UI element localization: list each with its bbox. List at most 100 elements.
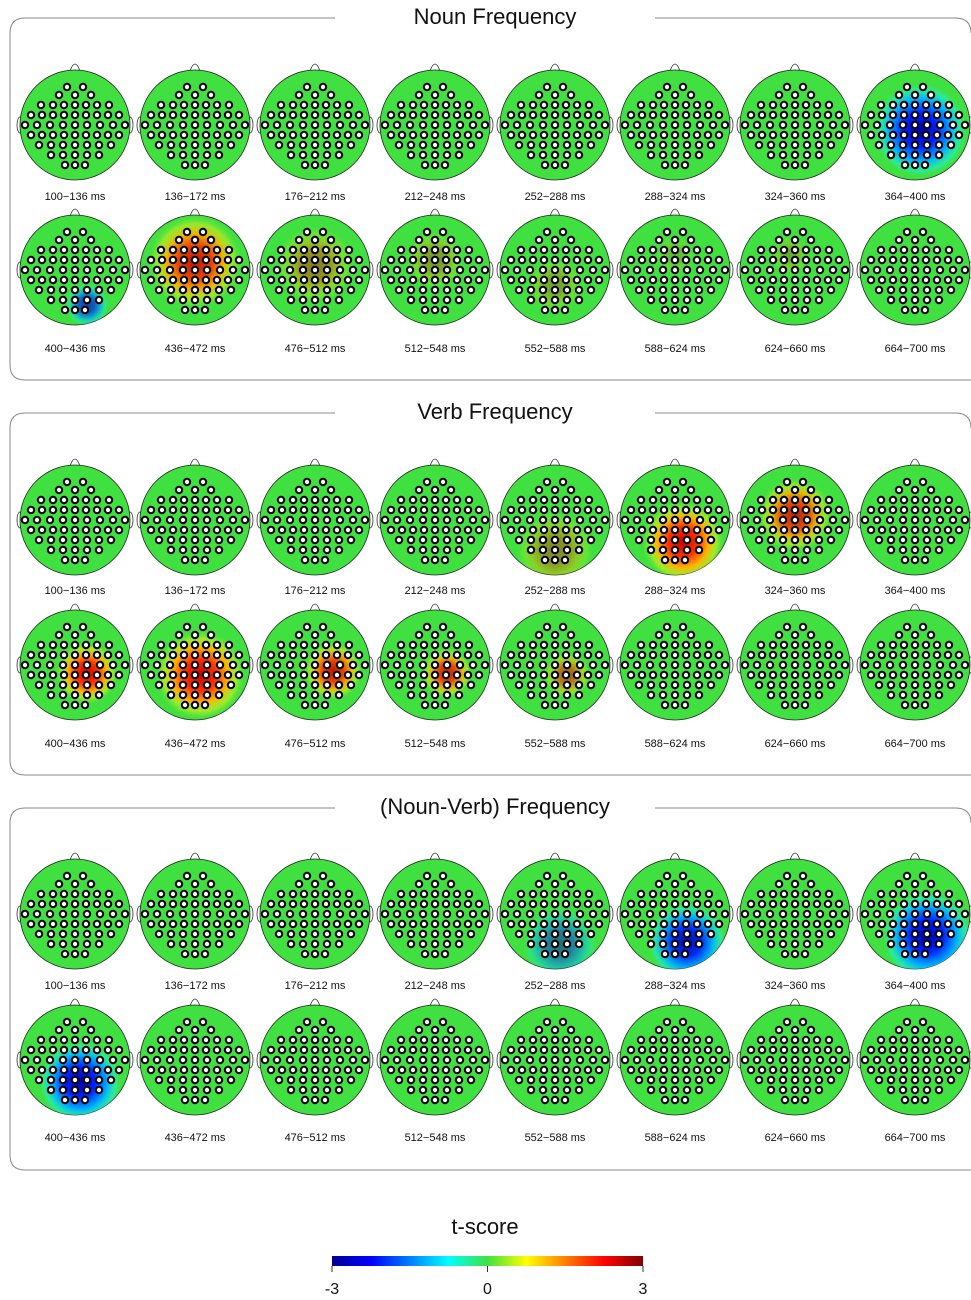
electrode <box>562 150 572 160</box>
electrode <box>594 255 604 265</box>
electrode <box>420 305 430 315</box>
electrode <box>26 255 36 265</box>
electrode <box>768 670 778 680</box>
electrode <box>310 690 320 700</box>
electrode <box>326 1025 336 1035</box>
electrode <box>48 525 58 535</box>
nose <box>909 998 921 1007</box>
electrode <box>766 535 776 545</box>
electrode <box>746 1045 756 1055</box>
electrode <box>202 680 212 690</box>
electrode <box>670 660 680 670</box>
panel-frame <box>9 807 971 1171</box>
electrode <box>888 1065 898 1075</box>
electrode <box>910 1025 920 1035</box>
electrode <box>463 525 473 535</box>
electrode <box>266 650 276 660</box>
electrode <box>681 130 691 140</box>
electrode <box>360 660 370 670</box>
electrode <box>714 1045 724 1055</box>
electrode <box>946 929 956 939</box>
electrode <box>70 1055 80 1065</box>
electrode <box>59 275 69 285</box>
electrode <box>778 535 788 545</box>
electrode <box>934 150 944 160</box>
electrode <box>802 295 812 305</box>
electrode <box>888 505 898 515</box>
time-label: 212−248 ms <box>405 191 466 203</box>
electrode <box>694 1075 704 1085</box>
electrode <box>103 1045 113 1055</box>
electrode <box>438 622 448 632</box>
electrode <box>801 670 811 680</box>
electrode <box>632 120 642 130</box>
electrode <box>648 1035 658 1045</box>
electrode <box>658 660 668 670</box>
electrode <box>298 939 308 949</box>
electrode <box>354 110 364 120</box>
electrode <box>506 130 516 140</box>
electrode <box>60 949 70 959</box>
electrode <box>166 295 176 305</box>
topoplot <box>376 208 494 326</box>
electrode <box>70 660 80 670</box>
electrode <box>778 295 788 305</box>
electrode <box>801 1035 811 1045</box>
electrode <box>823 1045 833 1055</box>
electrode <box>168 670 178 680</box>
electrode <box>801 255 811 265</box>
electrode <box>575 660 585 670</box>
electrode <box>866 1045 876 1055</box>
electrode <box>746 110 756 120</box>
time-label: 588−624 ms <box>645 738 706 750</box>
electrode <box>430 265 440 275</box>
electrode <box>58 120 68 130</box>
electrode <box>910 90 920 100</box>
activity <box>757 477 833 553</box>
electrode <box>823 899 833 909</box>
electrode <box>438 477 448 487</box>
electrode <box>430 485 440 495</box>
electrode <box>418 140 428 150</box>
electrode <box>899 245 909 255</box>
electrode <box>706 929 716 939</box>
electrode <box>600 1055 610 1065</box>
electrode <box>114 525 124 535</box>
electrode <box>932 275 942 285</box>
electrode <box>801 640 811 650</box>
electrode <box>299 1035 309 1045</box>
electrode <box>779 275 789 285</box>
electrode <box>78 82 88 92</box>
electrode <box>288 670 298 680</box>
electrode <box>594 505 604 515</box>
electrode <box>34 140 44 150</box>
electrode <box>812 650 822 660</box>
electrode <box>182 622 192 632</box>
electrode <box>550 929 560 939</box>
electrode <box>430 700 440 710</box>
electrode <box>165 120 175 130</box>
time-label: 252−288 ms <box>525 585 586 597</box>
electrode <box>354 1065 364 1075</box>
electrode <box>765 120 775 130</box>
electrode <box>46 535 56 545</box>
electrode <box>58 295 68 305</box>
electrode <box>823 255 833 265</box>
electrode <box>114 275 124 285</box>
electrode <box>790 275 800 285</box>
electrode <box>234 670 244 680</box>
nose <box>789 603 801 612</box>
colorbar-title: t-score <box>451 1214 518 1239</box>
electrode <box>866 255 876 265</box>
electrode <box>934 140 944 150</box>
electrode <box>277 275 287 285</box>
electrode <box>692 899 702 909</box>
electrode <box>320 700 330 710</box>
electrode <box>834 110 844 120</box>
topoplot <box>616 852 734 970</box>
electrode <box>645 1055 655 1065</box>
electrode <box>48 100 58 110</box>
electrode <box>910 929 920 939</box>
electrode <box>899 495 909 505</box>
electrode <box>397 110 407 120</box>
